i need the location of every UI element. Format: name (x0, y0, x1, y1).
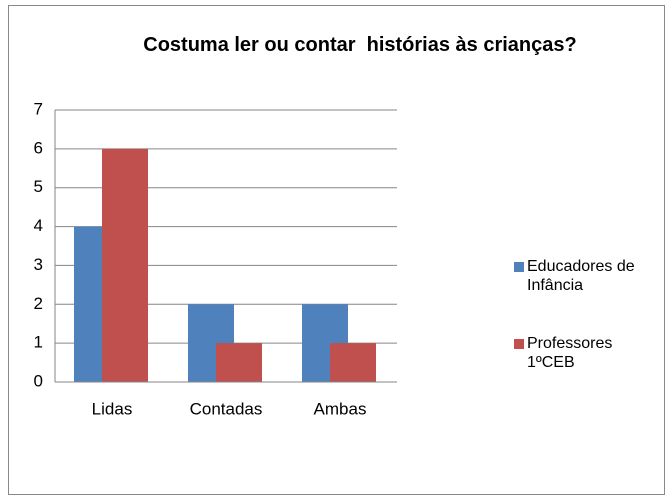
bar (216, 343, 262, 382)
x-tick-label: Contadas (190, 399, 263, 418)
y-tick-label: 0 (34, 371, 43, 390)
x-tick-label: Ambas (314, 399, 367, 418)
legend-label: Professores 1ºCEB (527, 335, 613, 371)
y-tick-label: 5 (34, 177, 43, 196)
y-tick-label: 2 (34, 294, 43, 313)
y-tick-label: 7 (34, 99, 43, 118)
bar (102, 148, 148, 382)
legend-label: Educadores de Infância (527, 258, 635, 294)
legend: Educadores de Infância Professores 1ºCEB (514, 257, 664, 411)
chart-title: Costuma ler ou contar histórias às crian… (143, 34, 577, 56)
bar (330, 343, 376, 382)
legend-item: Educadores de Infância (514, 257, 664, 295)
y-tick-label: 6 (34, 138, 43, 157)
legend-item: Professores 1ºCEB (514, 334, 664, 372)
legend-swatch (514, 339, 524, 349)
y-tick-label: 1 (34, 333, 43, 352)
y-tick-label: 4 (34, 216, 43, 235)
y-tick-label: 3 (34, 255, 43, 274)
legend-swatch (514, 262, 524, 272)
x-tick-label: Lidas (92, 399, 133, 418)
